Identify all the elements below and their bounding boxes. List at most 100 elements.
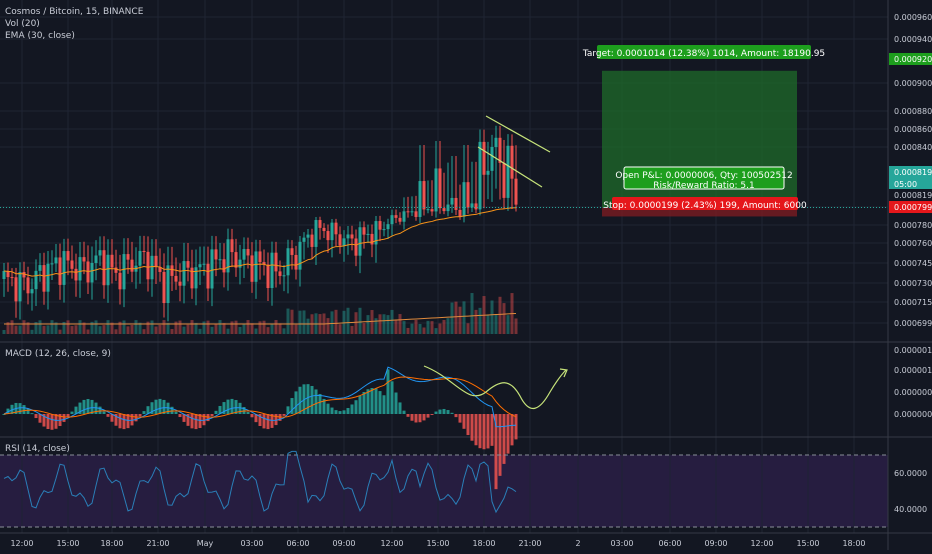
rsi-legend[interactable]: RSI (14, close) (5, 444, 70, 454)
macd-histogram-bar (162, 399, 166, 414)
volume-bar (474, 309, 478, 334)
volume-bar (302, 310, 306, 334)
volume-ma-line (4, 312, 517, 325)
macd-histogram-bar (82, 399, 86, 414)
candle-body (346, 234, 350, 239)
wedge-upper-line (485, 115, 551, 153)
volume-bar (230, 321, 234, 334)
volume-bar (370, 310, 374, 334)
macd-histogram-bar (134, 414, 138, 422)
candle-body (190, 267, 194, 289)
stop-label (612, 197, 798, 210)
volume-bar (398, 314, 402, 334)
macd-histogram-bar (182, 414, 186, 422)
macd-histogram-bar (186, 414, 190, 426)
macd-histogram-bar (498, 414, 502, 476)
current-price-tag (889, 166, 932, 178)
volume-bar (174, 321, 178, 334)
macd-histogram-bar (150, 402, 154, 414)
candle-body (82, 257, 86, 262)
macd-histogram-bar (382, 395, 386, 414)
volume-bar (106, 320, 110, 334)
pnl-label (623, 166, 785, 190)
macd-histogram-bar (130, 414, 134, 426)
volume-bar (62, 321, 66, 334)
volume-bar (146, 321, 150, 334)
macd-tick-label: 0.00000100 (894, 366, 932, 375)
macd-histogram-bar (402, 410, 406, 414)
macd-histogram-bar (222, 402, 226, 414)
wedge-lower-line (477, 146, 543, 188)
volume-bar (350, 325, 354, 334)
time-tick-label: 06:00 (658, 539, 681, 548)
volume-bar (110, 322, 114, 334)
macd-histogram-bar (246, 412, 250, 414)
candle-body (506, 145, 510, 198)
ema-legend[interactable]: EMA (30, close) (5, 31, 75, 41)
candle-body (238, 259, 242, 268)
candle-body (114, 267, 118, 273)
pnl-label-text: Open P&L: 0.0000006, Qty: 100502512 (615, 171, 792, 181)
volume-bar (22, 320, 26, 334)
macd-histogram-bar (26, 408, 30, 414)
macd-histogram-bar (54, 414, 58, 429)
macd-histogram-bar (22, 405, 26, 414)
volume-bar (502, 303, 506, 334)
macd-histogram-bar (70, 411, 74, 414)
candle-body (70, 260, 74, 269)
volume-bar (158, 324, 162, 334)
candle-body (26, 277, 30, 294)
macd-histogram-bar (198, 414, 202, 429)
macd-histogram-bar (306, 384, 310, 414)
volume-bar (218, 320, 222, 334)
candle-body (214, 249, 218, 260)
candle-body (102, 250, 106, 286)
candle-body (266, 264, 270, 289)
volume-bar (338, 324, 342, 334)
volume-bar (378, 314, 382, 334)
candle-body (434, 168, 438, 212)
macd-histogram-bar (438, 409, 442, 414)
volume-bar (54, 322, 58, 334)
macd-histogram-bar (466, 414, 470, 436)
macd-histogram-bar (346, 408, 350, 414)
volume-bar (506, 315, 510, 334)
macd-histogram-bar (490, 414, 494, 446)
volume-bar (26, 322, 30, 334)
macd-histogram-bar (126, 414, 130, 429)
countdown-tag (889, 178, 932, 190)
candle-body (330, 222, 334, 241)
volume-bar (166, 322, 170, 334)
volume-bar (282, 328, 286, 334)
macd-histogram-bar (474, 414, 478, 446)
macd-histogram-bar (398, 402, 402, 414)
candle-body (278, 271, 282, 276)
volume-bar (478, 307, 482, 334)
candle-body (230, 239, 234, 253)
macd-legend[interactable]: MACD (12, 26, close, 9) (5, 349, 111, 359)
candle-body (358, 227, 362, 256)
macd-histogram-bar (322, 398, 326, 414)
time-tick-label: 15:00 (56, 539, 79, 548)
candle-body (418, 181, 422, 217)
macd-histogram-bar (118, 414, 122, 429)
macd-histogram-bar (230, 398, 234, 414)
volume-bar (214, 324, 218, 334)
macd-histogram-bar (158, 398, 162, 414)
volume-bar (178, 320, 182, 334)
macd-histogram-bar (2, 414, 6, 415)
candle-body (198, 264, 202, 268)
volume-bar (46, 325, 50, 334)
volume-bar (126, 326, 130, 334)
volume-legend[interactable]: Vol (20) (5, 19, 40, 29)
macd-histogram-bar (418, 414, 422, 423)
macd-histogram-bar (354, 400, 358, 414)
volume-bar (406, 327, 410, 334)
candle-body (50, 263, 54, 265)
volume-bar (98, 326, 102, 334)
candle-body (354, 238, 358, 256)
